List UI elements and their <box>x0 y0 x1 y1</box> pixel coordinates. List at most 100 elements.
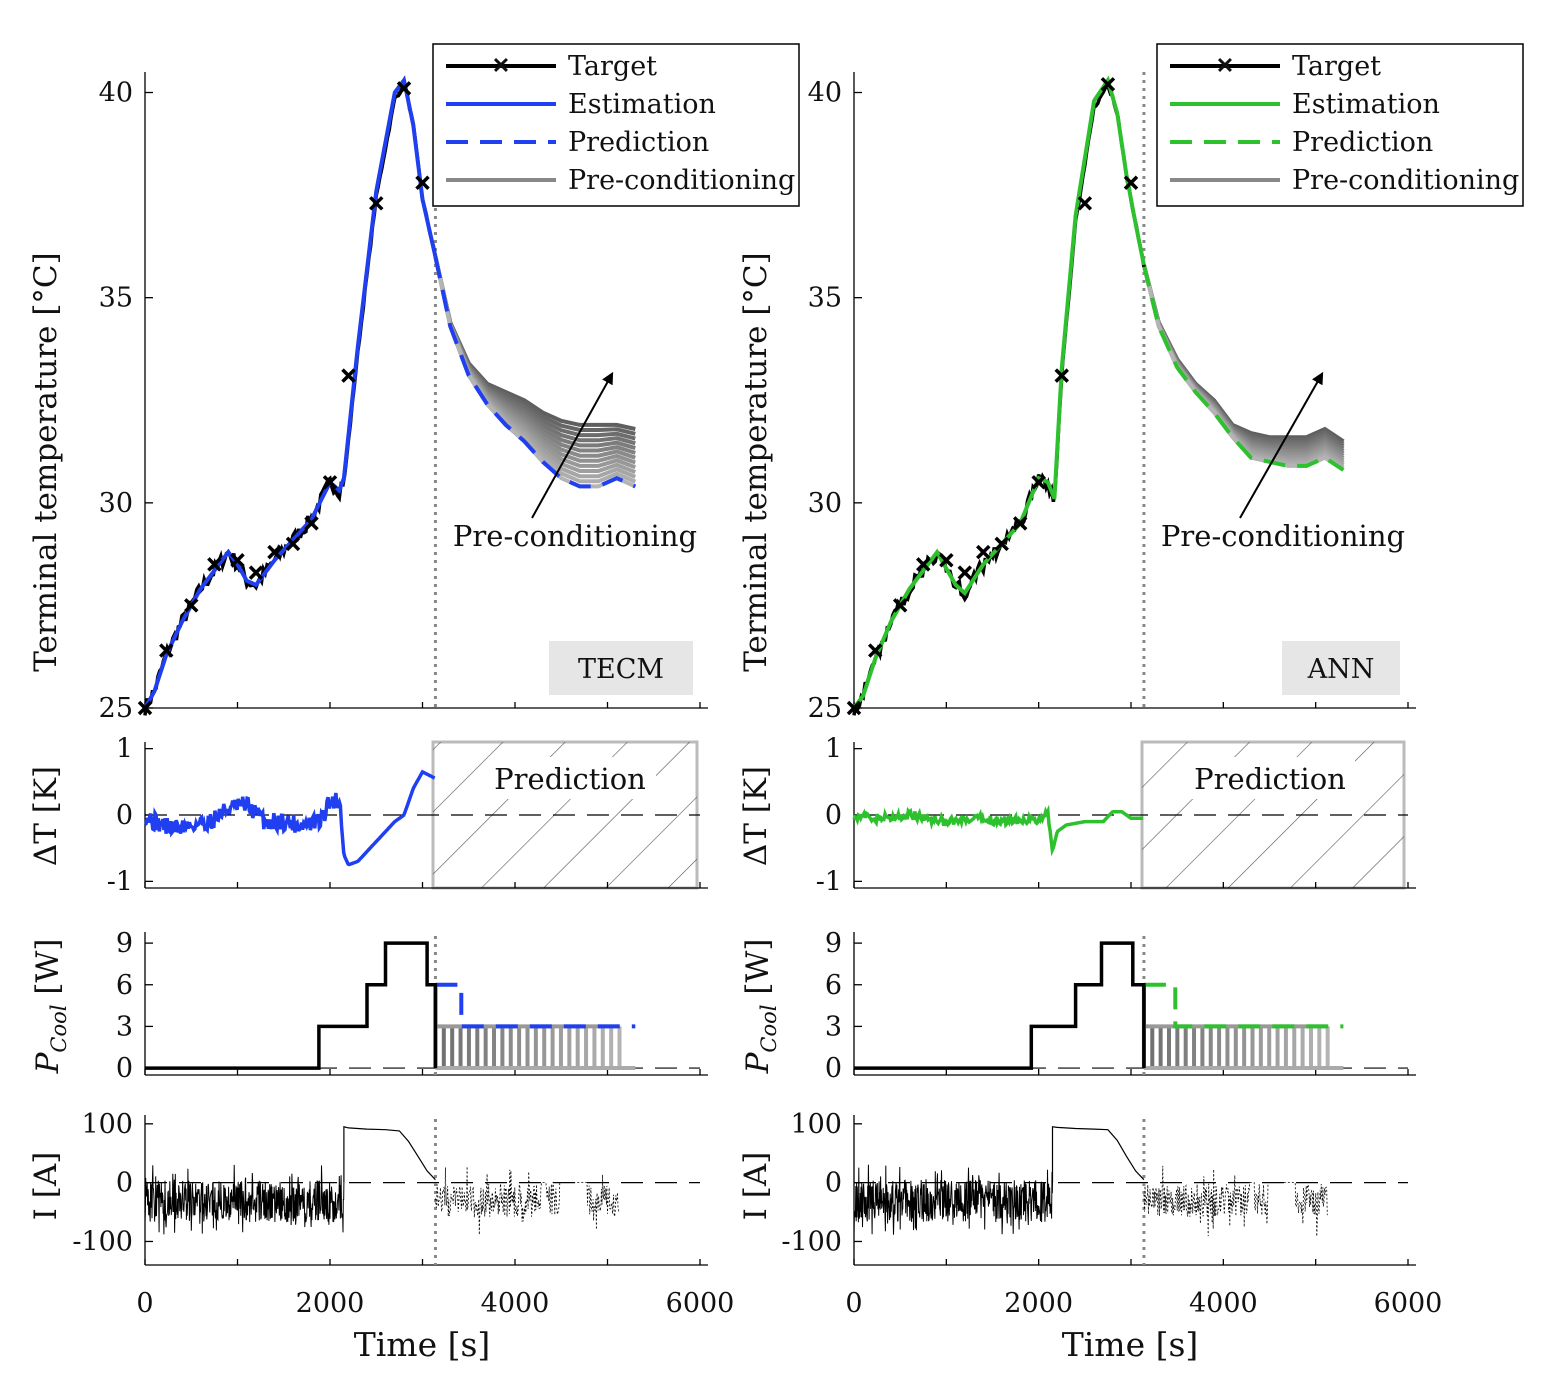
tecm-cooling-ylabel: PCool [W] <box>30 939 71 1075</box>
ann-temperature-panel: Terminal temperature [°C] 25 30 35 40 ANN P… <box>738 43 1524 724</box>
ann-xlabel: Time [s] <box>1062 1325 1199 1364</box>
tecm-target-marker <box>369 196 384 211</box>
ann-target-marker <box>1054 368 1069 383</box>
tecm-target-marker <box>267 544 282 560</box>
ann-legend-preconditioning: Pre-conditioning <box>1292 165 1519 196</box>
ann-temperature-yticks: 25 30 35 40 <box>808 72 1416 724</box>
tecm-temperature-ytick-label: 40 <box>99 78 133 109</box>
ann-temperature-ylabel: Terminal temperature [°C] <box>738 252 774 672</box>
tecm-cooling-profile <box>145 941 438 1070</box>
ann-annotation: Pre-conditioning <box>1161 371 1405 553</box>
tecm-annotation-arrow <box>531 371 614 519</box>
tecm-temperature-ylabel: Terminal temperature [°C] <box>28 252 64 672</box>
ann-xtick-label: 4000 <box>1189 1288 1258 1319</box>
tecm-current-preconditioning <box>435 1166 620 1235</box>
ann-legend-target: Target <box>1292 51 1381 82</box>
ann-target-marker <box>1077 196 1093 211</box>
ann-target-marker <box>976 544 991 560</box>
ann-prediction-curve <box>1141 264 1345 472</box>
ann-temperature-ytick-label: 25 <box>808 693 842 724</box>
ann-cooling-panel: PCool [W] 0 3 6 9 <box>740 928 1416 1084</box>
tecm-current-hold <box>343 1126 436 1183</box>
ann-delta-ylabel: ΔT [K] <box>738 766 774 866</box>
tecm-target-marker <box>322 475 338 490</box>
tecm-model-badge: TECM <box>549 641 693 695</box>
ann-cooling-lines <box>854 941 1344 1071</box>
tecm-temperature-ytick-label: 35 <box>99 283 133 314</box>
ann-badge-bg <box>1282 641 1400 695</box>
ann-current-ytick-label: 100 <box>790 1109 842 1140</box>
tecm-current-panel: I [A] -100 0 100 <box>28 1109 708 1266</box>
ann-cooling-ylabel: PCool [W] <box>740 939 781 1075</box>
tecm-current-load <box>144 1164 345 1235</box>
tecm-delta-ytick-label: 1 <box>116 734 133 765</box>
tecm-target-marker <box>207 557 222 572</box>
ann-annotation-text: Pre-conditioning <box>1161 519 1405 553</box>
tecm-target-marker <box>396 81 412 96</box>
ann-temperature-ytick-label: 30 <box>808 488 842 519</box>
ann-target-marker <box>1100 77 1116 92</box>
ann-temperature-lines <box>846 75 1345 716</box>
tecm-temperature-lines <box>137 75 637 716</box>
tecm-target-marker <box>184 598 199 613</box>
ann-delta-panel: ΔT [K] Prediction -1 0 1 <box>738 734 1416 897</box>
tecm-cooling-ytick-label: 9 <box>116 928 133 959</box>
tecm-cooling-prediction <box>435 982 636 1029</box>
ann-temperature-ytick-label: 40 <box>808 78 842 109</box>
ann-current-preconditioning <box>1143 1165 1328 1237</box>
tecm-xtick-label: 0 <box>136 1288 153 1319</box>
tecm-target-marker <box>285 536 301 552</box>
tecm-legend-target-marker: ✕ <box>492 53 510 79</box>
tecm-delta-ylabel: ΔT [K] <box>28 766 64 866</box>
tecm-target-marker <box>230 553 245 568</box>
tecm-current-ytick-label: 100 <box>81 1109 133 1140</box>
ann-estimation-curve <box>852 75 1146 710</box>
ann-model-badge: ANN <box>1282 641 1400 695</box>
ann-xtick-label: 6000 <box>1374 1288 1443 1319</box>
tecm-delta-curve <box>144 769 436 867</box>
tecm-cooling-ytick-label: 3 <box>116 1011 133 1042</box>
tecm-annotation-text: Pre-conditioning <box>453 519 697 553</box>
ann-current-panel: I [A] -100 0 100 <box>738 1109 1416 1266</box>
tecm-cooling-ytick-label: 6 <box>116 970 133 1001</box>
ann-current-yticks: -100 0 100 <box>781 1109 1416 1266</box>
tecm-target-marker <box>137 700 153 716</box>
ann-cooling-ytick-label: 6 <box>825 970 842 1001</box>
ann-delta-ytick-label: -1 <box>816 866 842 897</box>
ann-target-marker <box>994 536 1009 552</box>
ann-current-ylabel: I [A] <box>738 1152 774 1221</box>
ann-cooling-profile <box>854 941 1146 1070</box>
ann-badge-label: ANN <box>1307 654 1375 685</box>
tecm-xtick-label: 6000 <box>666 1288 735 1319</box>
ann-target-marker <box>957 565 973 580</box>
tecm-preconditioning-curve <box>433 256 636 431</box>
ann-legend-prediction: Prediction <box>1292 127 1433 158</box>
ann-legend-target-marker: ✕ <box>1216 53 1234 79</box>
ann-legend: ✕ Target Estimation Prediction Pre-condi… <box>1156 43 1524 207</box>
ann-delta-yticks: -1 0 1 <box>816 734 1416 897</box>
ann-cooling-ytick-label: 0 <box>825 1053 842 1084</box>
tecm-temperature-ytick-label: 30 <box>99 488 133 519</box>
ann-target-marker <box>1123 175 1139 191</box>
ann-current-load <box>853 1164 1053 1235</box>
ann-temperature-ytick-label: 35 <box>808 283 842 314</box>
ann-target-marker <box>916 557 931 572</box>
tecm-temperature-ytick-label: 25 <box>99 693 133 724</box>
tecm-legend-prediction: Prediction <box>568 127 709 158</box>
ann-target-curve <box>852 82 1146 716</box>
ann-cooling-ytick-label: 3 <box>825 1011 842 1042</box>
ann-prediction-label-bg <box>1187 757 1355 799</box>
tecm-target-marker <box>159 643 174 658</box>
tecm-target-marker <box>415 175 430 191</box>
tecm-annotation: Pre-conditioning <box>453 371 697 553</box>
ann-delta-ytick-label: 1 <box>825 734 842 765</box>
ann-delta-lines <box>852 804 1144 857</box>
tecm-prediction-curve <box>433 256 637 489</box>
tecm-delta-panel: ΔT [K] Prediction -1 0 1 <box>28 734 708 897</box>
ann-delta-ytick-label: 0 <box>825 800 842 831</box>
ann-prediction-label: Prediction <box>1194 762 1346 796</box>
ann-cooling-ytick-label: 9 <box>825 928 842 959</box>
ann-target-marker <box>867 643 883 658</box>
